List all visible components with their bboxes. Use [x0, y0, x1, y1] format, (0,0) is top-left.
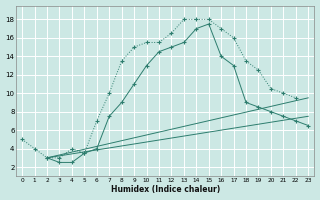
X-axis label: Humidex (Indice chaleur): Humidex (Indice chaleur) — [111, 185, 220, 194]
